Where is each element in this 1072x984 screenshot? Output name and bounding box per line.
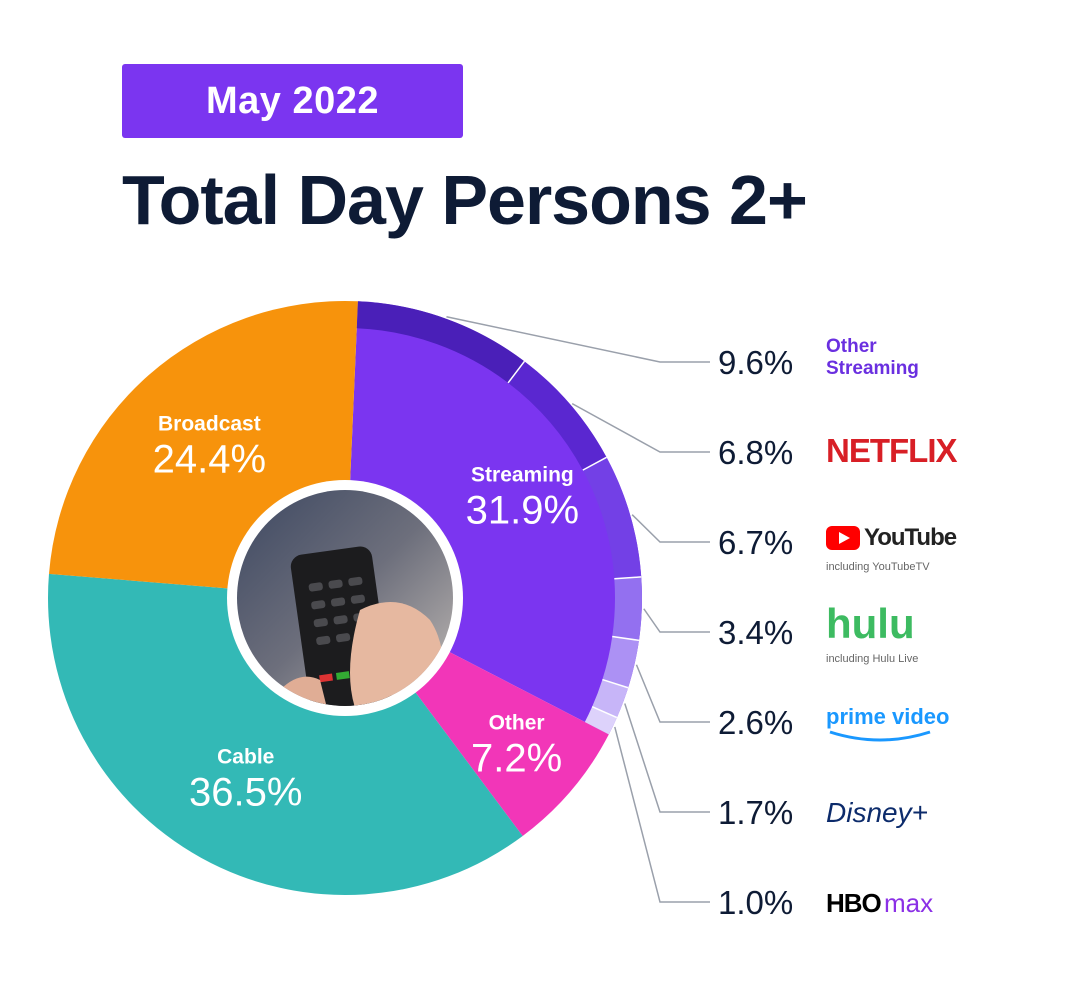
tv-remote-photo xyxy=(227,480,463,716)
leader-line-3 xyxy=(643,608,710,633)
ring-segment-4 xyxy=(602,636,639,688)
ring-segment-0 xyxy=(356,301,525,383)
ring-divider-5 xyxy=(602,678,629,689)
svg-text:Other: Other xyxy=(826,336,877,357)
svg-text:max: max xyxy=(884,888,933,918)
legend-value-2: 6.7% xyxy=(718,524,793,561)
leader-line-4 xyxy=(635,664,710,723)
slice-label-broadcast: Broadcast xyxy=(158,412,261,435)
legend-item-1: 6.8% NETFLIX xyxy=(718,432,958,471)
legend-value-3: 3.4% xyxy=(718,614,793,651)
svg-text:including YouTubeTV: including YouTubeTV xyxy=(826,561,930,573)
legend-item-3: 3.4% hulu including Hulu Live xyxy=(718,600,918,665)
svg-text:hulu: hulu xyxy=(826,600,915,647)
date-badge-label: May 2022 xyxy=(205,79,379,122)
leader-line-6 xyxy=(614,726,710,903)
slice-value-other: 7.2% xyxy=(471,737,562,781)
leader-line-2 xyxy=(631,514,710,543)
svg-text:NETFLIX: NETFLIX xyxy=(826,432,957,469)
ring-divider-3 xyxy=(614,576,642,580)
brand-logo-6: HBO max xyxy=(826,888,933,918)
donut-chart: Streaming31.9%Other7.2%Cable36.5%Broadca… xyxy=(48,301,958,921)
legend-item-4: 2.6% prime video xyxy=(718,704,949,742)
legend-value-1: 6.8% xyxy=(718,434,793,471)
slice-value-cable: 36.5% xyxy=(189,770,302,814)
slice-label-streaming: Streaming xyxy=(471,463,574,486)
slice-value-streaming: 31.9% xyxy=(466,488,579,532)
ring-segment-5 xyxy=(592,679,629,718)
svg-text:including Hulu Live: including Hulu Live xyxy=(826,653,918,665)
legend-value-0: 9.6% xyxy=(718,344,793,381)
ring-divider-2 xyxy=(582,456,607,471)
ring-segment-3 xyxy=(612,576,643,641)
streaming-breakdown-ring xyxy=(356,301,643,735)
legend-item-6: 1.0% HBO max xyxy=(718,884,933,921)
leader-line-0 xyxy=(446,316,710,363)
brand-logo-2: YouTube including YouTubeTV xyxy=(826,524,958,573)
chart-title: Total Day Persons 2+ xyxy=(122,161,808,239)
ring-divider-1 xyxy=(507,360,526,384)
svg-text:YouTube: YouTube xyxy=(864,524,957,551)
legend-value-4: 2.6% xyxy=(718,704,793,741)
ring-segment-1 xyxy=(508,361,607,471)
ring-divider-6 xyxy=(591,705,618,719)
brand-logo-1: NETFLIX xyxy=(826,432,958,469)
ring-segment-6 xyxy=(584,706,617,735)
slice-cable xyxy=(48,573,523,895)
svg-text:Streaming: Streaming xyxy=(826,358,919,379)
date-badge: May 2022 xyxy=(122,64,463,138)
legend-item-2: 6.7% YouTube including YouTubeTV xyxy=(718,524,958,573)
svg-text:prime video: prime video xyxy=(826,704,949,729)
svg-text:Disney+: Disney+ xyxy=(826,797,928,828)
brand-logo-5: Disney+ xyxy=(826,797,928,828)
slice-label-other: Other xyxy=(489,712,545,735)
leader-lines xyxy=(446,316,710,903)
brand-logo-4: prime video xyxy=(826,704,949,742)
brand-logo-3: hulu including Hulu Live xyxy=(826,600,918,665)
legend-item-5: 1.7% Disney+ xyxy=(718,794,928,831)
ring-segment-2 xyxy=(582,457,642,579)
leader-line-1 xyxy=(571,402,710,453)
legend-value-5: 1.7% xyxy=(718,794,793,831)
svg-text:HBO: HBO xyxy=(826,888,882,918)
leader-line-5 xyxy=(624,703,710,813)
slice-value-broadcast: 24.4% xyxy=(153,437,266,481)
slice-label-cable: Cable xyxy=(217,745,274,768)
legend-value-6: 1.0% xyxy=(718,884,793,921)
ring-divider-4 xyxy=(612,635,640,642)
